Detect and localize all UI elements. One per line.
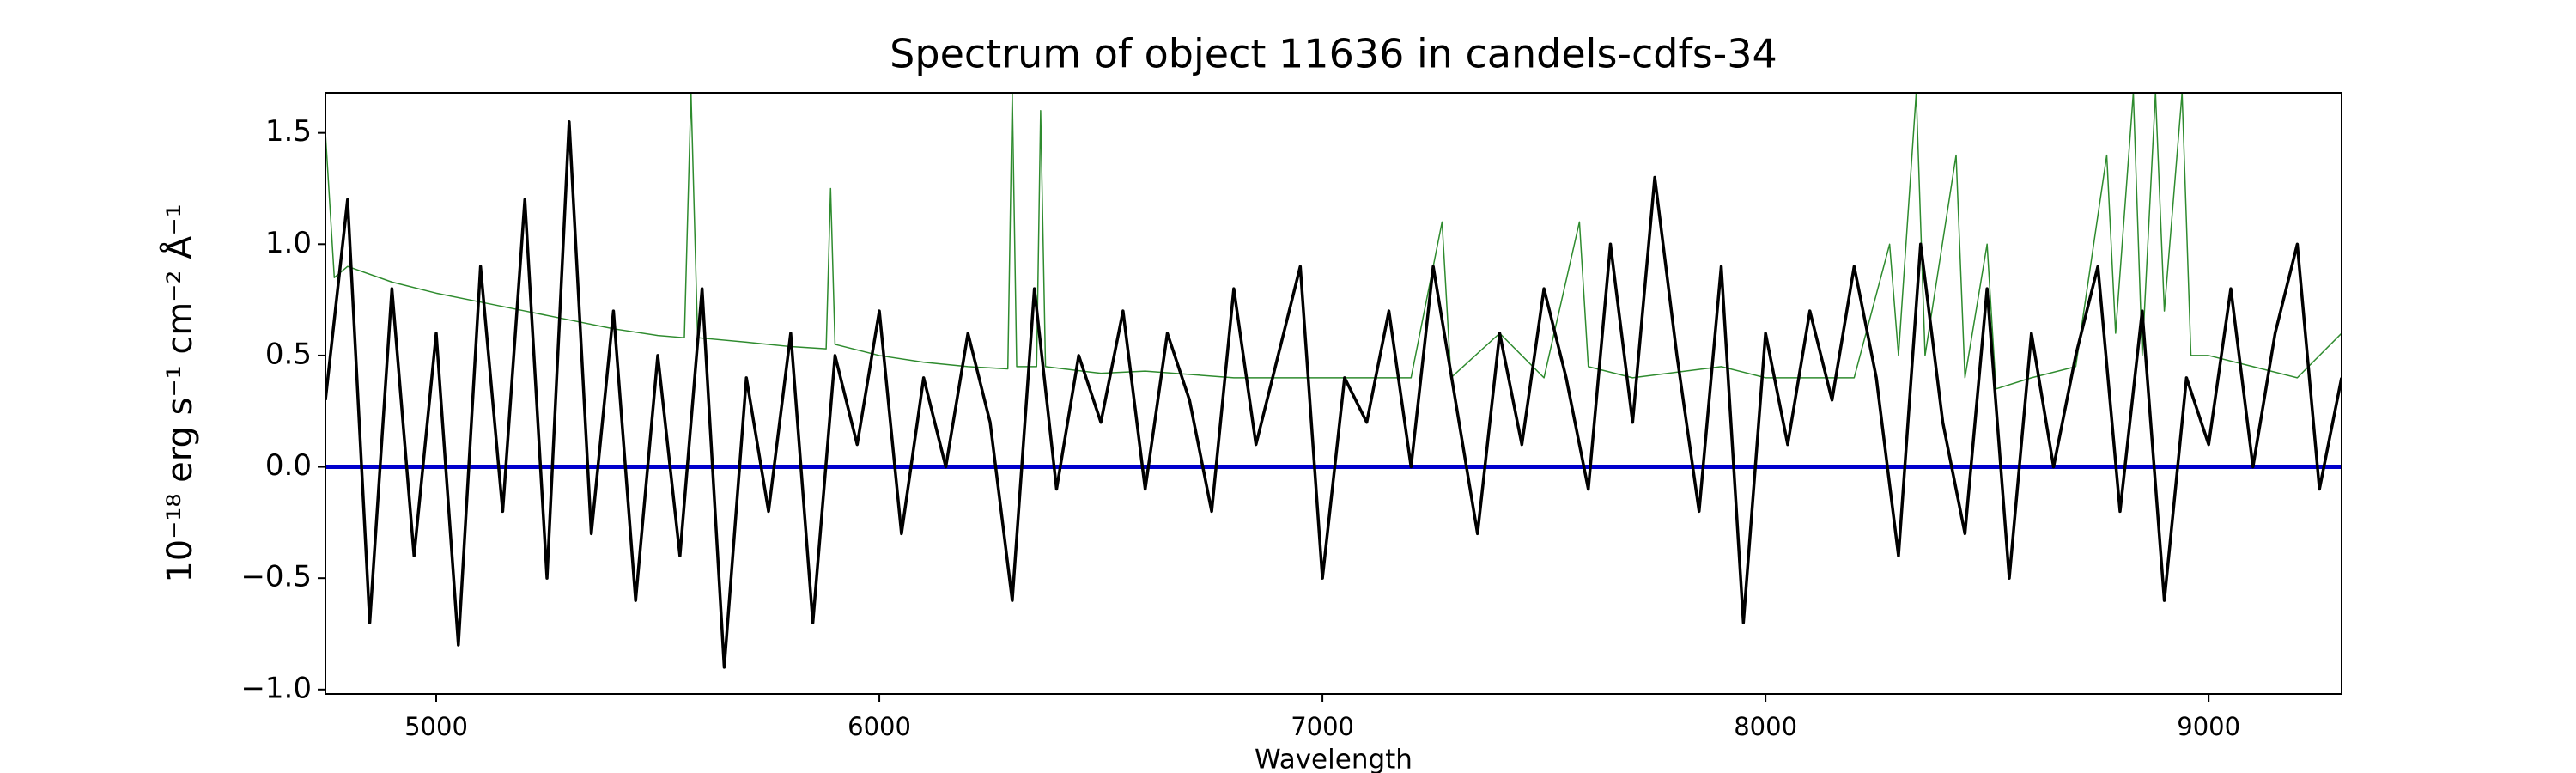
x-axis-label: Wavelength (1255, 745, 1413, 773)
y-tick-label: 0.0 (265, 448, 312, 483)
plot-frame (325, 92, 2342, 695)
y-axis-label: 10⁻¹⁸ erg s⁻¹ cm⁻² Å⁻¹ (159, 204, 200, 582)
x-tick-label: 8000 (1734, 712, 1797, 741)
x-tick-label: 9000 (2177, 712, 2240, 741)
x-tick-label: 6000 (848, 712, 911, 741)
y-tick-label: −0.5 (240, 560, 312, 594)
plot-area (325, 93, 2342, 669)
x-tick-label: 5000 (404, 712, 468, 741)
series-line (325, 93, 2342, 390)
y-tick-label: −1.0 (240, 671, 312, 705)
y-tick-label: 0.5 (265, 337, 312, 371)
series-line (325, 119, 2342, 669)
y-tick-label: 1.0 (265, 226, 312, 260)
x-tick-label: 7000 (1291, 712, 1354, 741)
chart-title: Spectrum of object 11636 in candels-cdfs… (890, 31, 1777, 77)
y-tick-label: 1.5 (265, 114, 312, 149)
